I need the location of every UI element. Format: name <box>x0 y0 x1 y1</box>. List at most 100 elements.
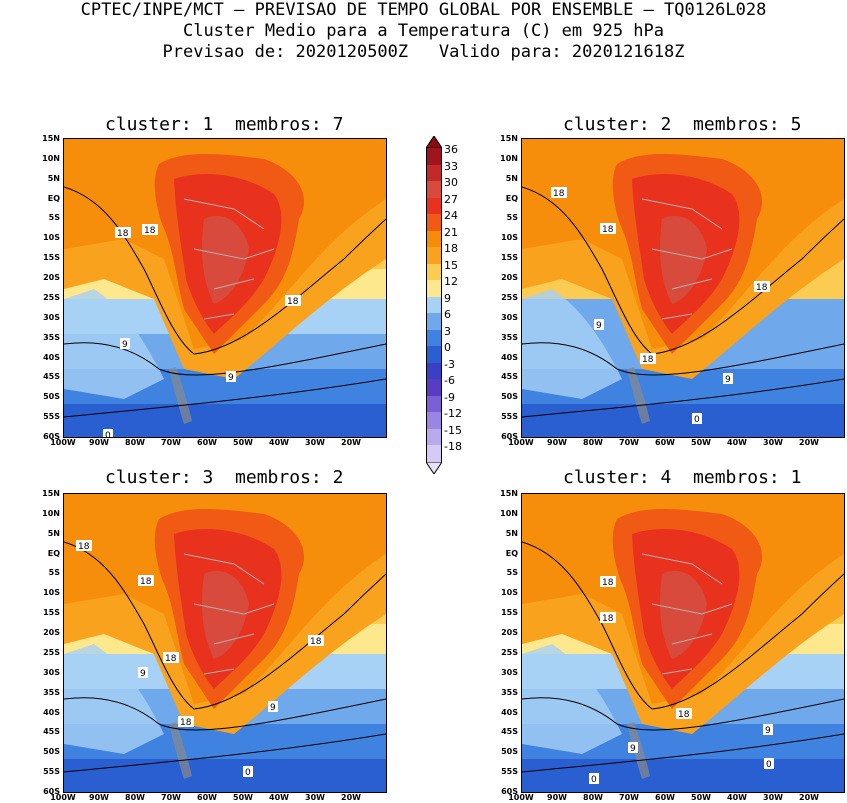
temperature-map: 18 18 9 18 9 0 0 <box>521 493 845 793</box>
legend-label: -12 <box>444 407 462 420</box>
legend-color-box <box>426 379 442 396</box>
lat-tick-label: 25S <box>43 647 60 657</box>
svg-text:9: 9 <box>140 669 146 679</box>
lat-tick-label: EQ <box>505 548 518 558</box>
lat-tick-label: 40S <box>43 352 60 362</box>
lat-tick-label: 30S <box>501 312 518 322</box>
lat-tick-label: 5S <box>48 568 60 578</box>
lat-tick-label: 10S <box>43 588 60 598</box>
contour-label: 9 <box>138 667 148 679</box>
lat-tick-label: 55S <box>43 412 60 422</box>
legend-color-box <box>426 148 442 165</box>
contour-label: 0 <box>243 766 253 778</box>
legend-label: -3 <box>444 357 455 371</box>
svg-text:0: 0 <box>105 431 111 437</box>
svg-text:9: 9 <box>725 375 731 385</box>
lat-tick-label: 30S <box>43 667 60 677</box>
contour-label: 0 <box>692 413 702 425</box>
lat-tick-label: 50S <box>43 392 60 402</box>
contour-label: 18 <box>115 227 131 239</box>
legend-color-box <box>426 445 442 462</box>
svg-text:9: 9 <box>228 373 234 383</box>
contour-label: 18 <box>551 187 567 199</box>
lat-tick-label: 5N <box>47 528 60 538</box>
lat-tick-label: 35S <box>501 332 518 342</box>
lon-tick-label: 50W <box>233 438 253 447</box>
lon-tick-label: 20W <box>799 438 819 447</box>
contour-label: 18 <box>138 575 154 587</box>
legend-label: 21 <box>444 225 458 239</box>
contour-label: 18 <box>178 716 194 728</box>
lat-tick-label: 35S <box>501 687 518 697</box>
subtitle: Cluster Medio para a Temperatura (C) em … <box>182 21 665 41</box>
contour-label: 9 <box>594 319 604 331</box>
legend-label: -15 <box>444 423 462 437</box>
legend-label: 12 <box>444 275 458 288</box>
lon-tick-label: 40W <box>727 438 747 447</box>
svg-text:18: 18 <box>165 654 177 664</box>
svg-text:18: 18 <box>756 283 768 293</box>
lat-tick-label: 25S <box>501 647 518 657</box>
lat-tick-label: 60S <box>501 787 518 796</box>
contour-label: 9 <box>120 338 130 350</box>
contour-label: 18 <box>600 612 616 624</box>
svg-text:18: 18 <box>553 189 565 199</box>
lon-tick-label: 30W <box>763 793 783 802</box>
lat-tick-label: 15N <box>42 489 60 498</box>
chart-header: CPTEC/INPE/MCT – PREVISAO DE TEMPO GLOBA… <box>0 0 847 63</box>
contour-label: 18 <box>600 223 616 235</box>
lat-tick-label: 25S <box>501 292 518 302</box>
contour-label: 18 <box>142 224 158 236</box>
lon-tick-label: 40W <box>727 793 747 802</box>
lat-tick-label: 55S <box>501 767 518 777</box>
legend-color-box <box>426 214 442 231</box>
legend-color-box <box>426 412 442 429</box>
lon-tick-label: 20W <box>799 793 819 802</box>
svg-text:0: 0 <box>694 415 700 425</box>
lat-tick-label: 5N <box>505 173 518 183</box>
lat-tick-label: 40S <box>501 352 518 362</box>
svg-text:0: 0 <box>591 775 597 785</box>
lat-tick-label: 5S <box>48 213 60 223</box>
lat-tick-label: 60S <box>43 787 60 796</box>
lat-tick-label: 20S <box>43 628 60 638</box>
contour-label: 18 <box>676 708 692 720</box>
lat-tick-label: 15N <box>500 134 518 143</box>
lat-tick-label: 60S <box>501 432 518 441</box>
lat-tick-label: 10S <box>501 588 518 598</box>
lon-tick-label: 80W <box>125 793 145 802</box>
legend-label: -18 <box>444 440 462 453</box>
lat-tick-label: 30S <box>43 312 60 322</box>
legend-color-box <box>426 280 442 297</box>
lat-tick-label: EQ <box>47 548 60 558</box>
legend-color-box <box>426 230 442 247</box>
legend-color-box <box>426 296 442 313</box>
lat-tick-label: 15S <box>43 253 60 263</box>
legend-label: 36 <box>444 143 458 156</box>
contour-label: 18 <box>600 576 616 588</box>
legend-label: -9 <box>444 390 455 404</box>
legend-label: 24 <box>444 209 458 222</box>
legend-color-box <box>426 181 442 198</box>
legend-color-box <box>426 247 442 264</box>
lon-tick-label: 90W <box>89 793 109 802</box>
legend-color-box <box>426 329 442 346</box>
lat-tick-label: 35S <box>43 332 60 342</box>
lon-tick-label: 60W <box>197 438 217 447</box>
legend-color-box <box>426 395 442 412</box>
lon-tick-label: 30W <box>763 438 783 447</box>
lat-tick-label: 20S <box>501 628 518 638</box>
lat-tick-label: EQ <box>505 193 518 203</box>
lat-tick-label: 60S <box>43 432 60 441</box>
lat-tick-label: 55S <box>43 767 60 777</box>
contour-label: 9 <box>628 742 638 754</box>
legend-color-box <box>426 428 442 445</box>
lon-tick-label: 100W <box>508 438 534 447</box>
legend-color-box <box>426 346 442 363</box>
lat-tick-label: 10N <box>500 508 518 518</box>
lat-tick-label: 5S <box>506 213 518 223</box>
lat-tick-label: 45S <box>501 727 518 737</box>
svg-text:18: 18 <box>287 297 299 307</box>
svg-text:9: 9 <box>765 726 771 736</box>
forecast-dates: Previsao de: 2020120500Z Valido para: 20… <box>162 42 685 62</box>
